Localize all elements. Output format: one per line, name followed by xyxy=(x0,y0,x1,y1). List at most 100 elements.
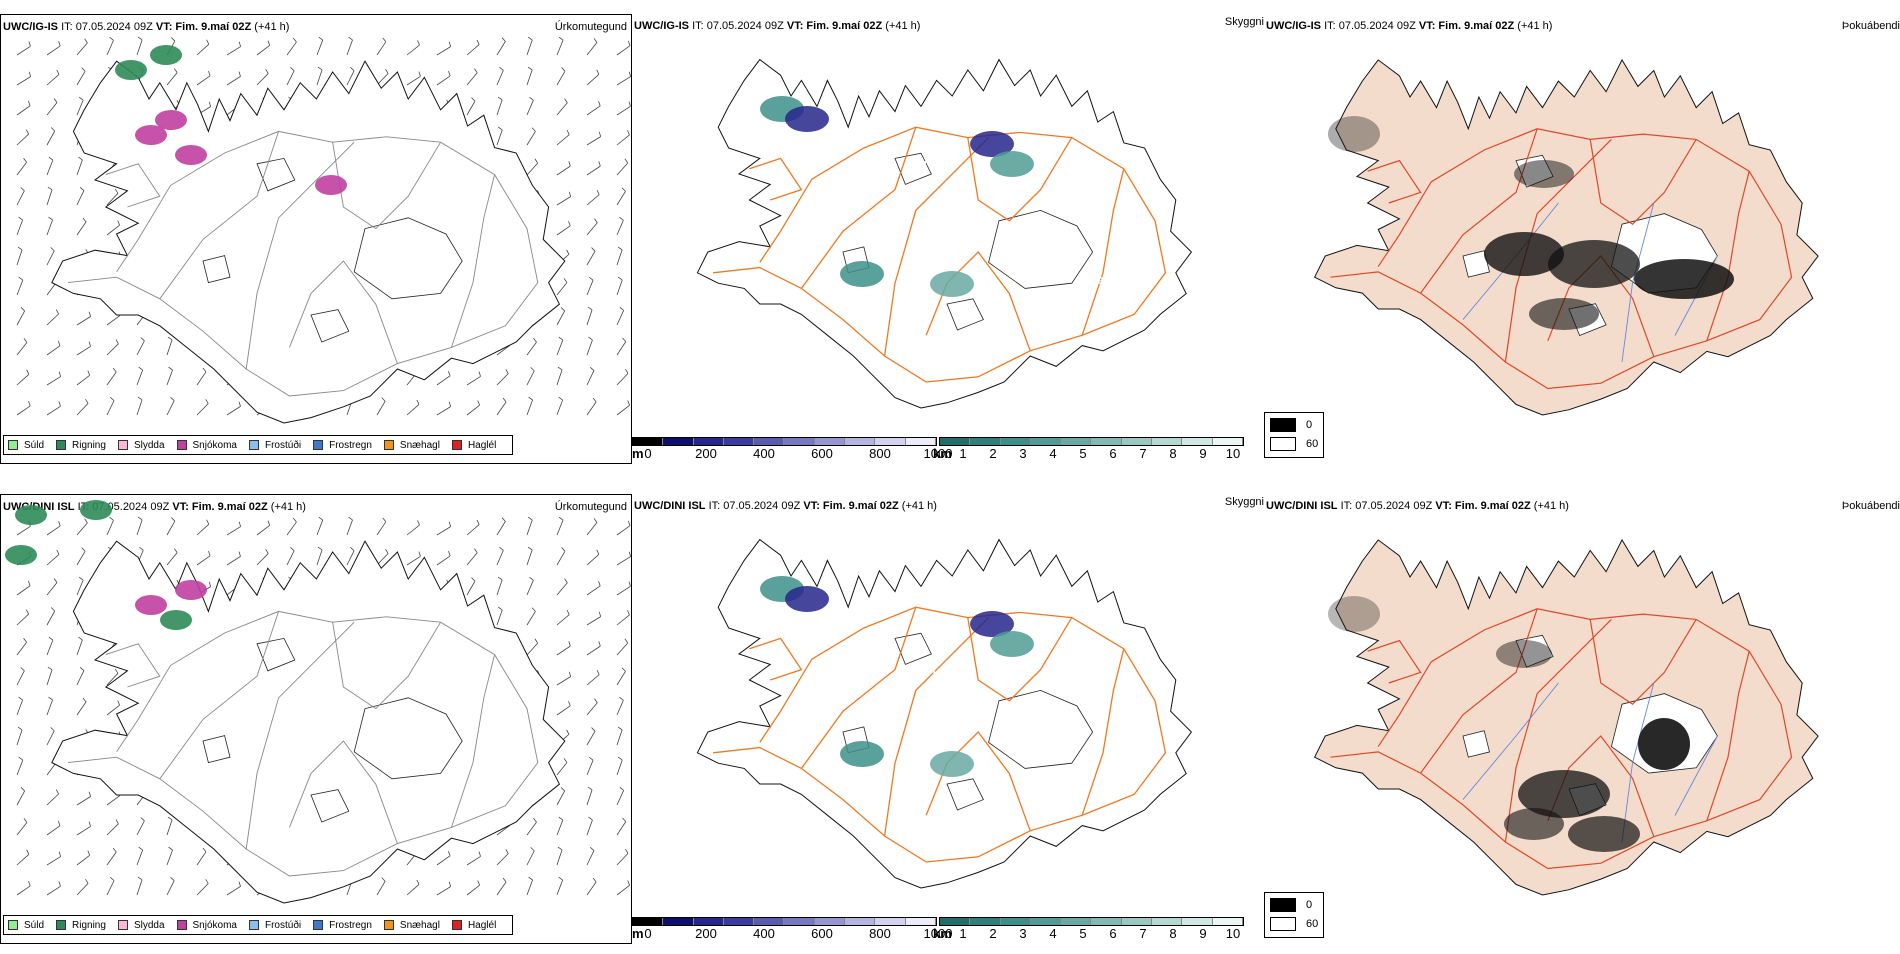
wind-barb-flag xyxy=(505,369,509,374)
road-line xyxy=(883,137,990,357)
wind-barb xyxy=(16,310,25,326)
road-line xyxy=(1420,608,1538,774)
road-line xyxy=(749,637,803,681)
wind-barb-flag xyxy=(448,71,451,77)
colorbar-cell xyxy=(693,438,724,445)
cloud-base-label: 12 xyxy=(796,567,808,578)
wind-barb-flag xyxy=(26,129,30,135)
wind-barb xyxy=(286,70,295,86)
glacier-outline xyxy=(894,632,932,665)
fog-legend-swatch xyxy=(1270,437,1296,451)
wind-barb-flag xyxy=(20,667,25,672)
wind-barb-flag xyxy=(139,546,144,551)
wind-barb-flag xyxy=(58,521,61,527)
wind-barb-flag xyxy=(448,850,451,856)
lead-time: (+41 h) xyxy=(885,20,921,32)
wind-barb-flag xyxy=(627,520,631,526)
legend-label: Rigning xyxy=(72,439,106,451)
colorbar-cell xyxy=(905,918,936,925)
wind-barb xyxy=(556,762,568,776)
wind-barb xyxy=(466,72,478,86)
init-time: IT: 07.05.2024 09Z xyxy=(692,20,784,32)
wind-barb-flag xyxy=(348,36,353,41)
cloud-visibility-panel: UWC/DINI ISL IT: 07.05.2024 09Z VT: Fim.… xyxy=(632,494,1324,954)
wind-barb-flag xyxy=(53,98,58,103)
wind-barb xyxy=(586,136,601,146)
cloud-base-label: 49 xyxy=(822,145,834,156)
wind-barb-flag xyxy=(596,189,600,195)
wind-barb-flag xyxy=(566,609,570,615)
road-line xyxy=(1504,138,1612,363)
wind-barb xyxy=(406,884,420,896)
fog-legend: 0 60 xyxy=(1264,892,1324,938)
valid-time: Fim. 9.maí 02Z xyxy=(1438,20,1515,32)
cloud-base-label: 29 xyxy=(1092,276,1104,287)
wind-barb xyxy=(46,639,54,656)
wind-barb xyxy=(616,821,627,836)
wind-barb xyxy=(616,671,626,686)
legend-label: Rigning xyxy=(72,919,106,931)
valid-time: Fim. 9.maí 02Z xyxy=(806,20,883,32)
wind-barb-flag xyxy=(560,787,565,792)
fog-area xyxy=(1548,240,1640,288)
fog-legend-swatch xyxy=(1270,898,1296,912)
wind-barb-flag xyxy=(208,551,211,556)
panel-type-label: Þokuábendi xyxy=(1841,20,1900,32)
wind-barb xyxy=(16,249,23,266)
legend-item: Haglél xyxy=(451,440,496,451)
wind-barb-flag xyxy=(557,366,563,371)
wind-barb xyxy=(556,225,571,236)
wind-barb xyxy=(16,161,27,176)
colorbar-tick: 6 xyxy=(1109,926,1117,941)
wind-barb xyxy=(586,309,593,326)
legend-label: Haglél xyxy=(467,919,497,931)
wind-barb-flag xyxy=(81,67,86,72)
wind-barb-flag xyxy=(499,66,504,71)
colorbar-cell xyxy=(633,438,664,445)
wind-barb-flag xyxy=(317,66,323,71)
wind-barb xyxy=(166,849,173,866)
wind-barb xyxy=(616,134,630,146)
wind-barb xyxy=(616,373,629,386)
coastline xyxy=(1313,58,1819,416)
wind-barb-flag xyxy=(477,880,480,886)
wind-barb xyxy=(586,250,596,266)
colorbar-tick: 200 xyxy=(695,446,717,461)
wind-barb-flag xyxy=(530,847,535,852)
wind-barb-flag xyxy=(448,41,452,47)
wind-barb xyxy=(376,881,386,896)
wind-barb xyxy=(586,645,601,656)
lead-time: (+41 h) xyxy=(254,21,290,33)
wind-barb xyxy=(496,129,503,146)
wind-barb xyxy=(76,883,89,896)
fog-area xyxy=(1514,160,1574,188)
glacier-outline xyxy=(894,152,932,185)
wind-barb xyxy=(586,370,595,386)
wind-barb xyxy=(166,400,175,416)
wind-barb xyxy=(136,519,143,536)
wind-barb xyxy=(46,525,61,536)
wind-barb xyxy=(166,72,178,86)
wind-barb xyxy=(616,790,625,806)
wind-barb xyxy=(196,43,210,56)
wind-barb-flag xyxy=(598,581,601,587)
wind-barb-flag xyxy=(18,216,23,221)
wind-barb xyxy=(616,642,628,656)
wind-barb xyxy=(526,370,535,386)
wind-barb xyxy=(46,345,61,356)
cloud-area xyxy=(840,261,884,287)
wind-barb xyxy=(496,825,511,836)
cloud-base-label: 12 xyxy=(796,87,808,98)
wind-barb-flag xyxy=(238,401,241,407)
wind-barb-flag xyxy=(628,71,631,77)
legend-swatch xyxy=(383,920,394,930)
wind-barb-flag xyxy=(474,548,478,553)
fog-legend-label: 60 xyxy=(1306,918,1319,930)
wind-barb xyxy=(496,99,503,116)
wind-barb xyxy=(466,552,478,566)
colorbar-tick: 2 xyxy=(989,926,997,941)
wind-barb-flag xyxy=(82,217,87,223)
wind-barb-flag xyxy=(502,877,507,883)
wind-barb xyxy=(106,823,119,836)
wind-barb xyxy=(196,403,209,416)
